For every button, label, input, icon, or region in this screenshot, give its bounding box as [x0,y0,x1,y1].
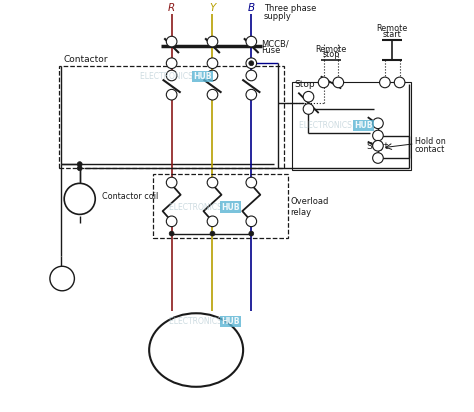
Circle shape [246,89,256,100]
Circle shape [64,183,95,214]
Bar [59,66,284,168]
Circle shape [166,216,177,227]
Text: Three phase: Three phase [264,4,316,13]
Text: HUB: HUB [193,72,211,81]
Circle shape [373,130,383,141]
Circle shape [207,177,218,188]
Text: ELECTRONICS: ELECTRONICS [169,317,224,326]
Circle shape [207,58,218,68]
Text: Remote: Remote [315,45,346,54]
Circle shape [207,36,218,47]
Text: Contactor coil: Contactor coil [102,192,158,201]
Circle shape [50,266,74,291]
Circle shape [207,89,218,100]
Circle shape [166,36,177,47]
Text: Motor: Motor [173,352,219,366]
Text: ELECTRONICS: ELECTRONICS [169,203,224,211]
Text: MCCB/: MCCB/ [261,39,289,48]
Text: stop: stop [322,50,340,59]
Text: Hold on: Hold on [415,137,446,146]
Circle shape [246,36,256,47]
Text: N: N [58,274,66,283]
Text: AC: AC [186,334,207,348]
Circle shape [166,89,177,100]
Circle shape [246,70,256,81]
Bar [292,82,410,170]
Circle shape [77,166,82,171]
Text: supply: supply [264,12,292,21]
Circle shape [249,231,254,236]
Ellipse shape [149,313,243,387]
Text: Stop: Stop [294,80,315,89]
Circle shape [169,231,174,236]
Circle shape [333,77,344,88]
Text: ELECTRONICS: ELECTRONICS [140,72,195,81]
Circle shape [210,231,215,236]
Text: Remote: Remote [377,24,408,33]
Circle shape [207,70,218,81]
Circle shape [373,153,383,163]
Text: Start: Start [367,142,389,151]
Circle shape [373,140,383,151]
Circle shape [380,77,390,88]
Circle shape [249,61,254,66]
Text: ELECTRONICS: ELECTRONICS [299,121,355,130]
Circle shape [303,91,314,102]
Circle shape [166,70,177,81]
Circle shape [319,77,329,88]
Circle shape [394,77,405,88]
Text: HUB: HUB [355,121,373,130]
Text: HUB: HUB [222,317,240,326]
Text: relay: relay [290,208,311,217]
Text: B: B [248,3,255,13]
Bar [153,174,288,238]
Circle shape [77,162,82,166]
Text: Y: Y [210,3,216,13]
Circle shape [207,216,218,227]
Text: R: R [168,3,175,13]
Text: HUB: HUB [222,203,240,211]
Circle shape [246,216,256,227]
Circle shape [166,177,177,188]
Text: contact: contact [415,145,445,154]
Circle shape [166,58,177,68]
Text: Fuse: Fuse [261,47,280,56]
Text: Contactor: Contactor [64,55,108,64]
Circle shape [246,177,256,188]
Circle shape [246,58,256,68]
Text: start: start [383,30,401,39]
Circle shape [373,118,383,129]
Text: Overload: Overload [290,197,328,206]
Circle shape [303,104,314,114]
